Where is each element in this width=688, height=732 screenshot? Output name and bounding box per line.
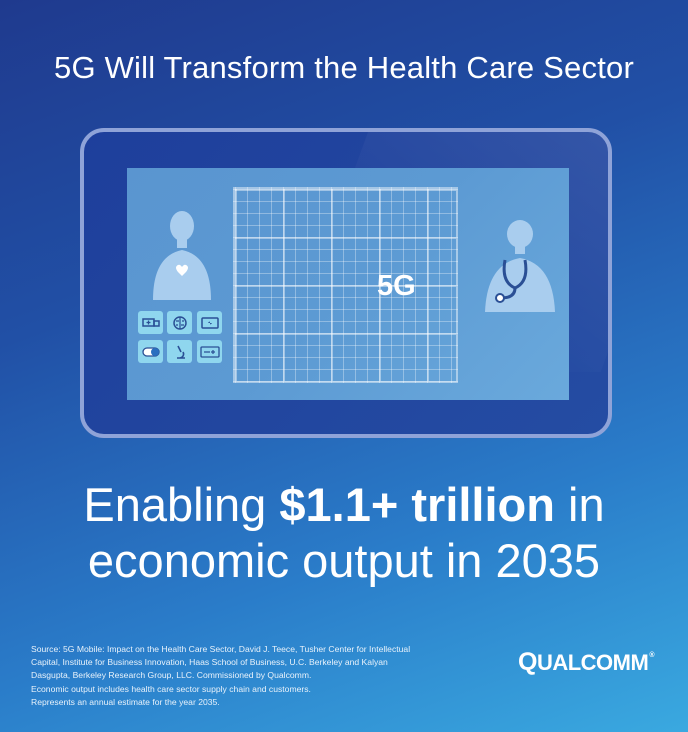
monitor-icon xyxy=(197,311,222,334)
source-line: Represents an annual estimate for the ye… xyxy=(31,696,220,707)
source-line: Source: 5G Mobile: Impact on the Health … xyxy=(31,644,411,654)
source-line: Dasgupta, Berkeley Research Group, LLC. … xyxy=(31,670,312,681)
tablet-illustration: 5G xyxy=(80,128,612,438)
doctor-icon xyxy=(485,220,555,312)
headline-suffix: in xyxy=(554,478,605,531)
page-title: 5G Will Transform the Health Care Sector xyxy=(54,50,634,85)
headline-line-1: Enabling $1.1+ trillion in xyxy=(0,477,688,533)
microscope-icon xyxy=(167,340,192,363)
network-grid xyxy=(233,187,458,383)
network-grid-major xyxy=(235,189,456,381)
patient-icon xyxy=(153,211,211,300)
screen-5g-label: 5G xyxy=(377,270,416,302)
brain-icon xyxy=(167,311,192,334)
logo-registered-mark: ® xyxy=(649,652,654,659)
insurance-card-icon xyxy=(197,340,222,363)
ambulance-icon xyxy=(138,311,163,334)
headline-prefix: Enabling xyxy=(83,478,280,531)
headline: Enabling $1.1+ trillion in economic outp… xyxy=(0,477,688,589)
logo-first-letter: Q xyxy=(518,648,537,676)
source-line: Economic output includes health care sec… xyxy=(31,683,311,694)
tablet-screen: 5G xyxy=(127,168,569,400)
source-note: Source: 5G Mobile: Impact on the Health … xyxy=(31,643,451,709)
qualcomm-logo: Q UALCOMM ® xyxy=(518,648,654,677)
headline-line-2: economic output in 2035 xyxy=(87,534,601,587)
pill-icon xyxy=(138,340,163,363)
source-line: Capital, Institute for Business Innovati… xyxy=(31,657,388,668)
logo-rest: UALCOMM xyxy=(536,650,649,675)
headline-highlight: $1.1+ trillion xyxy=(279,478,555,531)
